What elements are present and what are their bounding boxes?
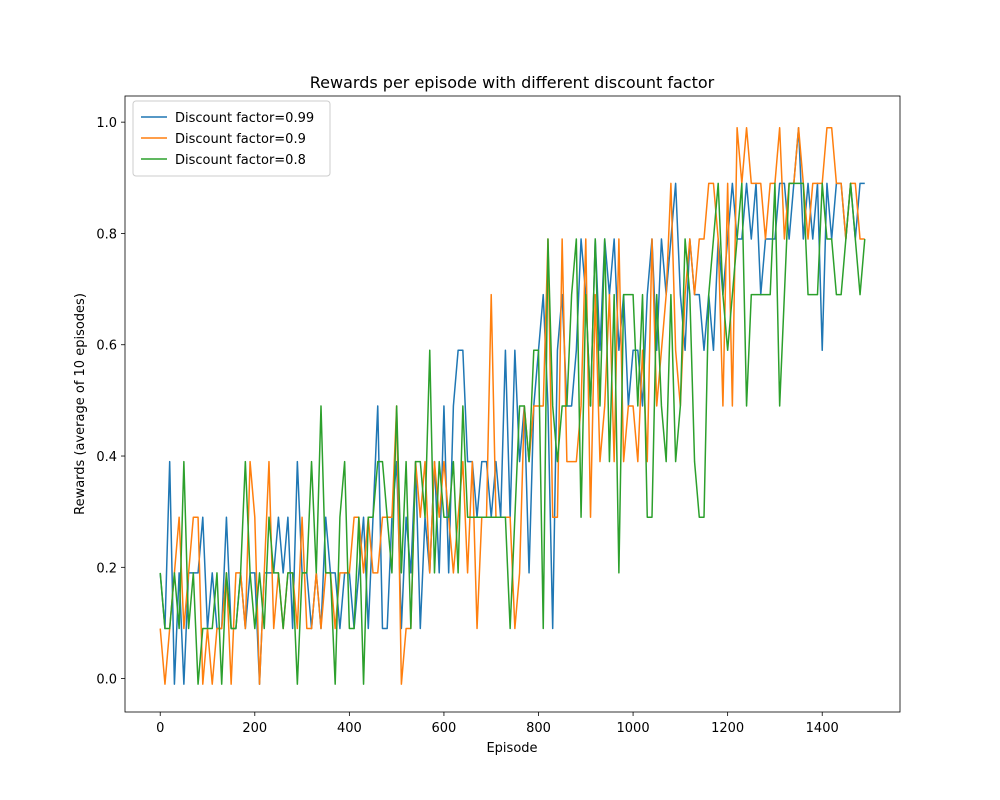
legend-label: Discount factor=0.99 [175,111,314,126]
y-tick-label: 0.6 [96,339,117,354]
legend-label: Discount factor=0.9 [175,132,306,147]
plot-frame [124,95,901,713]
y-tick-label: 0.2 [96,561,117,576]
x-tick-label: 1000 [617,721,650,736]
chart-title: Rewards per episode with different disco… [310,73,715,92]
x-axis-label: Episode [486,741,537,756]
x-tick-label: 200 [242,721,267,736]
series-line [159,182,866,685]
y-tick-label: 0.4 [96,450,117,465]
series-line [159,126,865,685]
y-tick-label: 0.8 [96,227,117,242]
x-tick-label: 1200 [711,721,744,736]
y-tick-label: 1.0 [96,116,117,131]
y-axis-label: Rewards (average of 10 episodes) [73,293,88,515]
x-tick-label: 400 [337,721,362,736]
legend-label: Discount factor=0.8 [175,153,306,168]
x-tick-label: 800 [526,721,551,736]
x-tick-label: 0 [156,721,164,736]
y-tick-label: 0.0 [96,673,117,688]
x-tick-label: 1400 [806,721,839,736]
legend-box [132,100,331,177]
x-tick-label: 600 [432,721,457,736]
